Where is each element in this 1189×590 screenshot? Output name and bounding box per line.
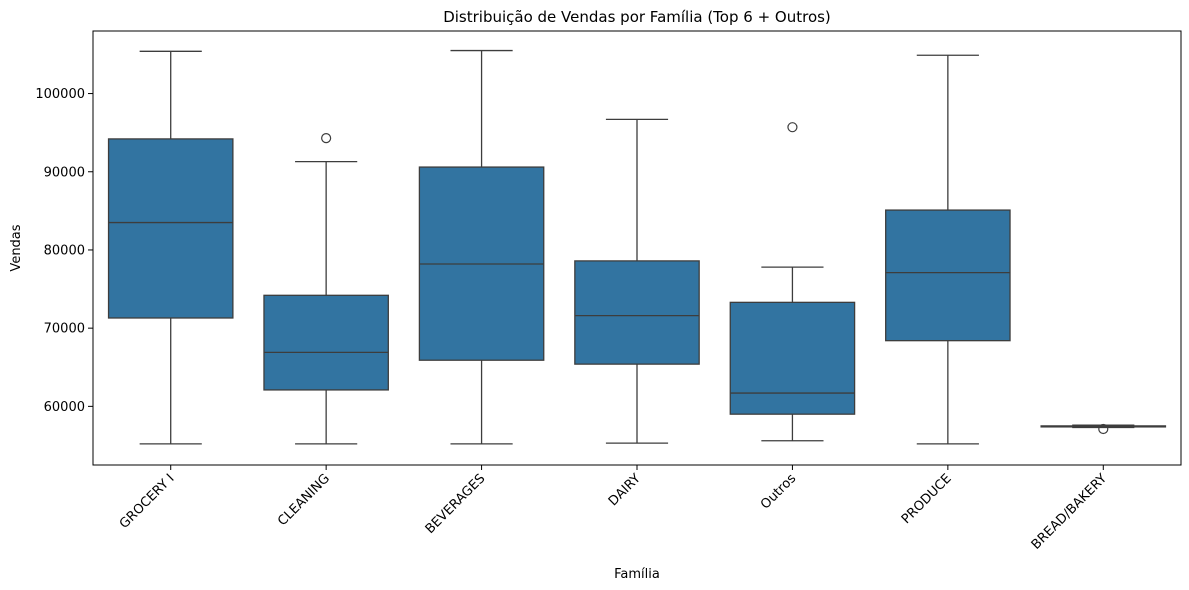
y-tick-label: 80000 bbox=[44, 243, 85, 258]
box-group bbox=[729, 122, 856, 442]
box bbox=[574, 260, 700, 365]
outlier-point bbox=[321, 133, 332, 144]
box-group bbox=[107, 50, 234, 445]
box-group bbox=[574, 118, 700, 444]
y-tick-label: 100000 bbox=[35, 87, 85, 102]
box bbox=[729, 301, 856, 415]
y-tick-label: 60000 bbox=[44, 400, 85, 415]
y-tick-label: 70000 bbox=[44, 322, 85, 337]
plot-frame bbox=[92, 30, 1182, 466]
box-group bbox=[885, 54, 1011, 445]
y-tick-label: 90000 bbox=[44, 165, 85, 180]
y-axis-label: Vendas bbox=[9, 224, 24, 271]
outlier-point bbox=[1098, 423, 1109, 435]
box bbox=[263, 294, 389, 391]
chart-title: Distribuição de Vendas por Família (Top … bbox=[443, 8, 831, 26]
box bbox=[885, 209, 1011, 342]
outlier-point bbox=[787, 122, 798, 133]
box bbox=[107, 138, 234, 319]
box-group bbox=[418, 49, 545, 445]
box-group bbox=[263, 133, 389, 445]
box-group bbox=[1040, 423, 1167, 435]
x-axis-label: Família bbox=[614, 567, 660, 582]
